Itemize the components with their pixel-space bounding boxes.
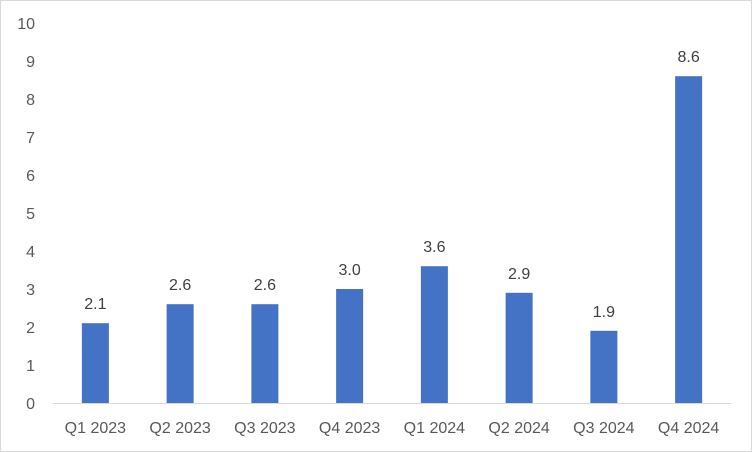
x-tick-label: Q3 2024 — [573, 420, 634, 437]
y-tick-label: 4 — [26, 244, 35, 261]
x-tick-label: Q3 2023 — [234, 420, 295, 437]
bar-q3-2024 — [590, 330, 618, 403]
bar-q1-2024 — [420, 266, 448, 403]
y-tick-label: 9 — [26, 54, 35, 71]
bars — [81, 76, 703, 403]
bar-q1-2023 — [81, 323, 109, 403]
y-tick-label: 5 — [26, 206, 35, 223]
data-label: 2.6 — [254, 277, 276, 294]
x-tick-label: Q1 2024 — [404, 420, 465, 437]
data-label: 2.1 — [84, 296, 106, 313]
y-tick-label: 10 — [17, 16, 35, 33]
bar-q4-2024 — [675, 76, 703, 403]
y-tick-label: 8 — [26, 92, 35, 109]
bar-q2-2023 — [166, 304, 194, 403]
x-axis-labels: Q1 2023 Q2 2023 Q3 2023 Q4 2023 Q1 2024 Q2 20… — [65, 420, 720, 437]
data-label: 3.6 — [423, 239, 445, 256]
y-axis-labels: 0 1 2 3 4 5 6 7 8 9 10 — [17, 16, 35, 413]
bar-q3-2023 — [251, 304, 279, 403]
data-label: 2.6 — [169, 277, 191, 294]
x-tick-label: Q4 2023 — [319, 420, 380, 437]
y-tick-label: 2 — [26, 320, 35, 337]
data-label: 2.9 — [508, 266, 530, 283]
x-tick-label: Q4 2024 — [658, 420, 719, 437]
bar-q4-2023 — [336, 289, 364, 403]
x-tick-label: Q1 2023 — [65, 420, 126, 437]
data-label: 3.0 — [339, 262, 361, 279]
data-labels: 2.1 2.6 2.6 3.0 3.6 2.9 1.9 8.6 — [84, 49, 700, 321]
x-tick-label: Q2 2023 — [149, 420, 210, 437]
y-tick-label: 7 — [26, 130, 35, 147]
y-tick-label: 0 — [26, 396, 35, 413]
data-label: 1.9 — [593, 304, 615, 321]
y-tick-label: 1 — [26, 358, 35, 375]
bar-q2-2024 — [505, 292, 533, 403]
x-tick-label: Q2 2024 — [488, 420, 549, 437]
y-tick-label: 6 — [26, 168, 35, 185]
data-label: 8.6 — [678, 49, 700, 66]
y-tick-label: 3 — [26, 282, 35, 299]
